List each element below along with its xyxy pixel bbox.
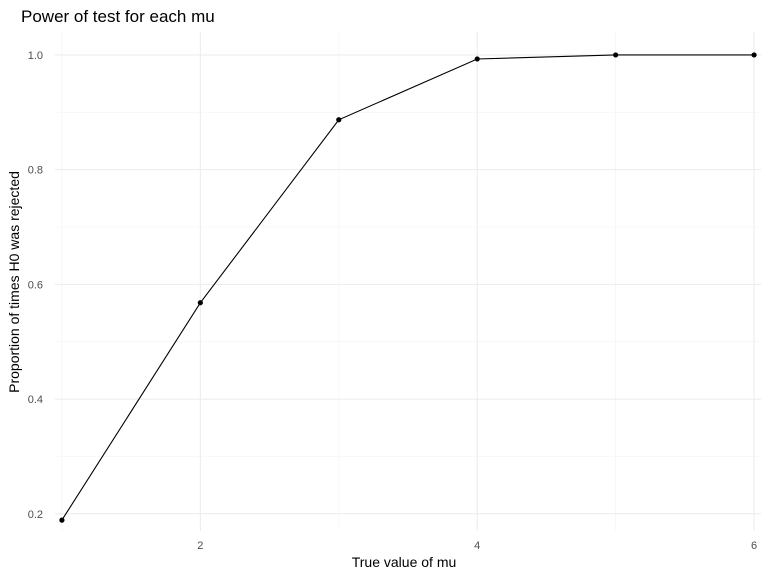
y-axis-ticks: 0.2 0.4 0.6 0.8 1.0 <box>28 50 43 521</box>
x-axis-title: True value of mu <box>352 554 457 570</box>
y-axis-title: Proportion of times H0 was rejected <box>6 171 22 393</box>
x-tick-label: 4 <box>474 540 480 552</box>
x-tick-label: 2 <box>197 540 203 552</box>
data-point <box>197 300 203 306</box>
data-point <box>613 52 619 58</box>
x-axis-ticks: 2 4 6 <box>197 540 757 552</box>
series-line <box>61 54 755 521</box>
data-point <box>474 56 480 62</box>
chart-title: Power of test for each mu <box>21 7 215 26</box>
y-tick-label: 0.6 <box>28 279 43 291</box>
data-point <box>59 517 65 523</box>
x-tick-label: 6 <box>751 540 757 552</box>
plot-area: 2 4 6 0.2 0.4 0.6 0.8 1.0 <box>28 32 761 552</box>
data-point <box>751 52 757 58</box>
data-point <box>336 117 342 123</box>
y-tick-label: 1.0 <box>28 50 43 62</box>
y-tick-label: 0.2 <box>28 509 43 521</box>
series <box>59 52 757 523</box>
y-tick-label: 0.8 <box>28 165 43 177</box>
y-tick-label: 0.4 <box>28 394 43 406</box>
grid <box>55 32 761 531</box>
